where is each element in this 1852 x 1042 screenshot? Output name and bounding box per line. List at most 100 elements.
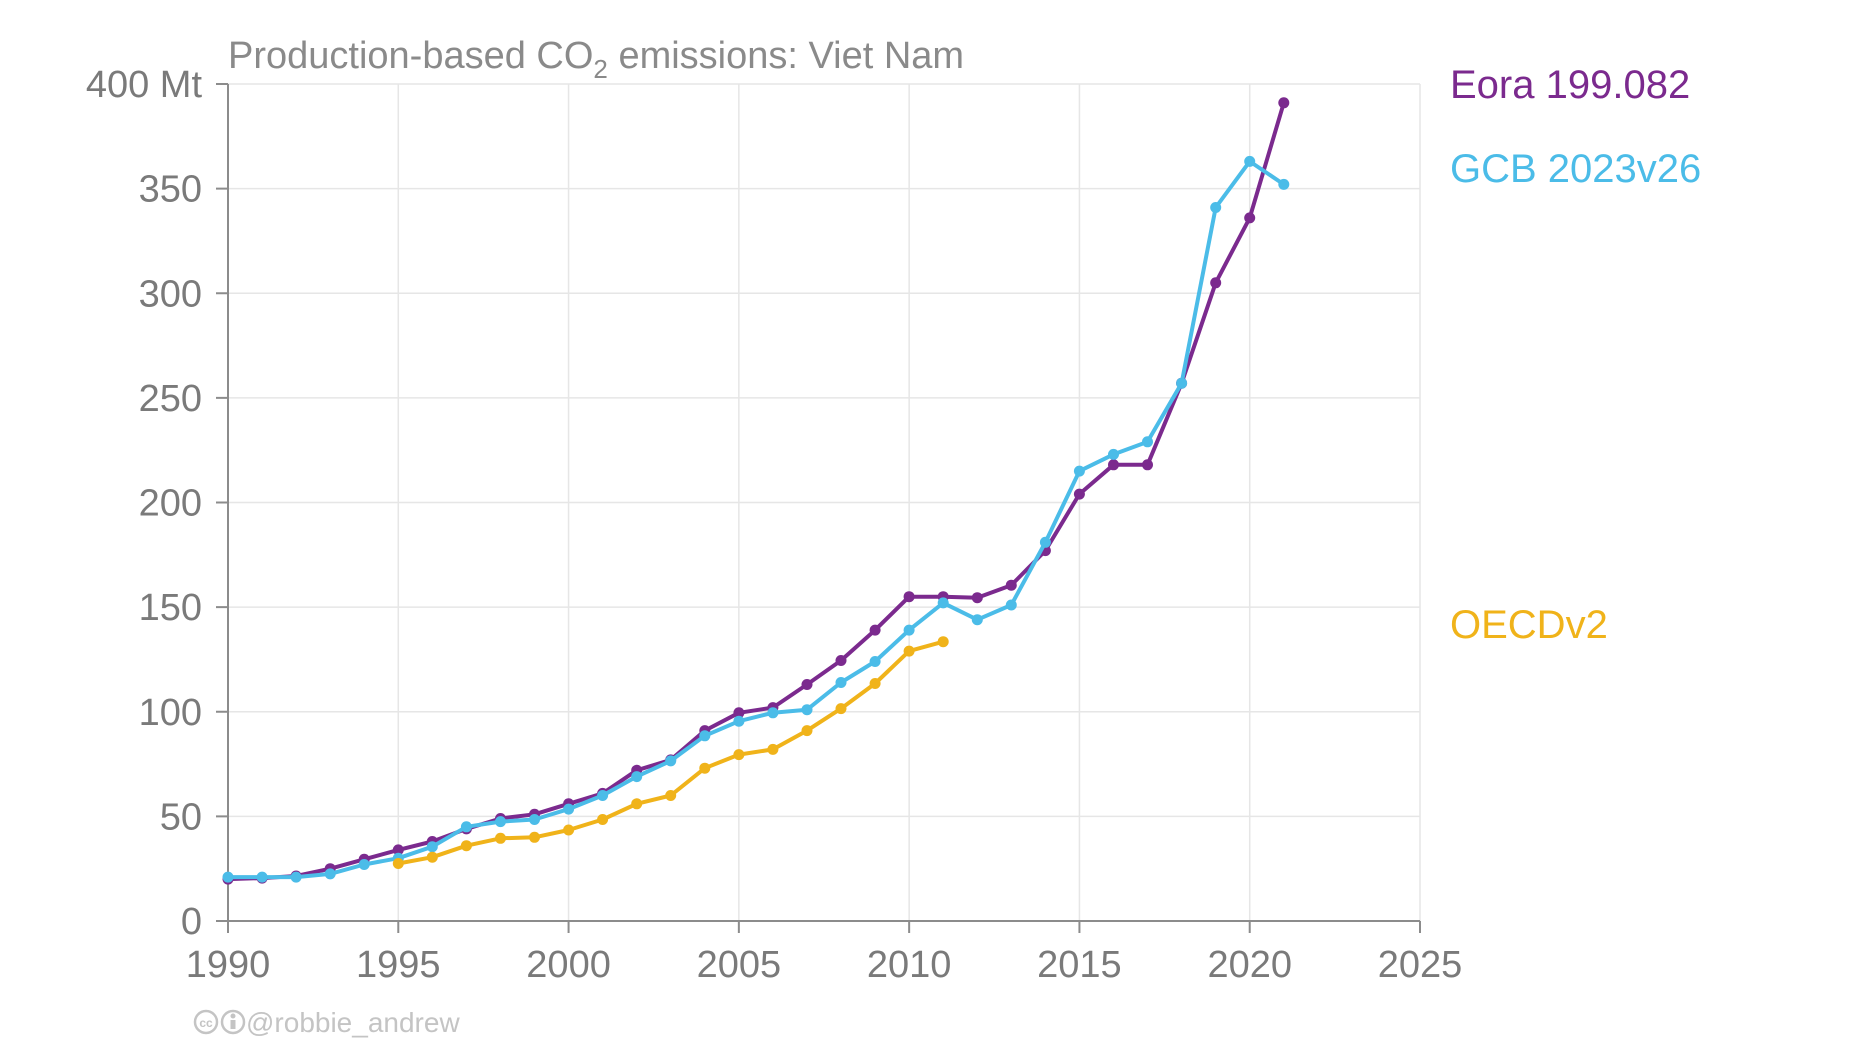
data-point (971, 592, 983, 604)
data-point (733, 749, 745, 761)
data-point (665, 790, 677, 801)
data-point (903, 591, 915, 603)
data-point (801, 679, 813, 690)
data-point (392, 844, 404, 856)
data-point (733, 707, 745, 719)
data-point (358, 859, 370, 870)
series-group (392, 636, 949, 869)
data-point (1244, 155, 1256, 167)
data-point (563, 803, 575, 815)
x-tick-label: 2000 (526, 944, 611, 986)
data-point (631, 798, 643, 810)
data-point (1142, 459, 1153, 471)
data-point (767, 743, 779, 755)
data-point (801, 725, 813, 737)
y-tick-label: 300 (139, 273, 202, 315)
data-point (1005, 599, 1017, 611)
y-tick-label: 100 (139, 692, 202, 734)
data-point (1278, 97, 1290, 109)
chart-title-subscript: 2 (593, 54, 607, 84)
x-tick-label: 2015 (1037, 944, 1122, 986)
data-point (529, 831, 540, 843)
legend-label: Eora 199.082 (1450, 63, 1690, 107)
data-point (324, 868, 336, 880)
attribution-icon (220, 1009, 246, 1035)
data-point (597, 814, 609, 825)
data-point (256, 871, 268, 883)
data-point (801, 704, 813, 716)
y-tick-label: 0 (181, 901, 202, 943)
data-point (1108, 459, 1119, 471)
data-point (222, 871, 234, 883)
y-tick-label: 400 Mt (86, 64, 203, 106)
data-point (1142, 436, 1153, 448)
data-point (733, 715, 745, 727)
series-line (226, 159, 1286, 880)
x-tick-label: 2010 (867, 944, 952, 986)
data-point (529, 814, 540, 825)
data-point (495, 816, 506, 828)
data-point (1210, 202, 1222, 213)
x-tick-label: 2020 (1207, 944, 1292, 986)
data-point (1039, 536, 1051, 548)
data-point (835, 677, 847, 688)
series-line (396, 639, 946, 866)
data-point (1244, 212, 1256, 224)
y-tick-label: 250 (139, 378, 202, 420)
data-point (699, 762, 711, 774)
data-point (597, 790, 609, 801)
series-group (222, 155, 1290, 883)
x-tick-label: 1990 (186, 944, 271, 986)
data-point (290, 871, 302, 883)
legend-label: GCB 2023v26 (1450, 147, 1701, 191)
credit-handle: @robbie_andrew (246, 1007, 460, 1038)
creative-commons-icon: cc (193, 1009, 219, 1035)
y-tick-label: 350 (139, 169, 202, 211)
data-point (869, 656, 881, 667)
data-point (903, 645, 915, 657)
data-point (563, 824, 575, 836)
data-point (631, 771, 643, 783)
x-tick-label: 2005 (697, 944, 782, 986)
credit: cc @robbie_andrew (193, 1007, 460, 1038)
series-group (222, 97, 1290, 885)
y-tick-label: 200 (139, 483, 202, 525)
data-point (1176, 377, 1188, 389)
legend-label: OECDv2 (1450, 603, 1608, 647)
y-tick-label: 150 (139, 587, 202, 629)
chart-title-rest: emissions: Viet Nam (608, 35, 964, 77)
data-point (699, 730, 711, 742)
data-point (835, 655, 847, 666)
data-point (1073, 488, 1085, 500)
data-point (665, 755, 677, 767)
data-point (460, 840, 472, 852)
data-point (937, 636, 949, 648)
grid-layer (228, 83, 1421, 921)
axis-layer: 0 50 100 150 200 250 300 350 400 Mt 1990 1995 2000 2… (86, 64, 1462, 986)
svg-text:cc: cc (199, 1016, 213, 1030)
data-point (1073, 465, 1085, 477)
series-layer (222, 97, 1290, 885)
data-point (1278, 178, 1290, 190)
data-point (1210, 277, 1222, 289)
chart-title-main: Production-based CO (228, 35, 593, 77)
legend-layer: Eora 199.082 GCB 2023v26 OECDv2 (1450, 63, 1701, 647)
series-line (226, 100, 1286, 882)
data-point (835, 703, 847, 715)
data-point (392, 858, 404, 869)
y-tick-label: 50 (160, 796, 202, 838)
data-point (1108, 448, 1119, 460)
x-tick-label: 2025 (1378, 944, 1463, 986)
data-point (495, 832, 506, 844)
data-point (426, 851, 438, 863)
data-point (869, 678, 881, 689)
data-point (767, 707, 779, 719)
chart-title: Production-based CO2 emissions: Viet Nam (228, 35, 964, 84)
data-point (1005, 579, 1017, 591)
data-point (971, 614, 983, 626)
data-point (903, 624, 915, 636)
x-tick-label: 1995 (356, 944, 441, 986)
data-point (937, 597, 949, 609)
